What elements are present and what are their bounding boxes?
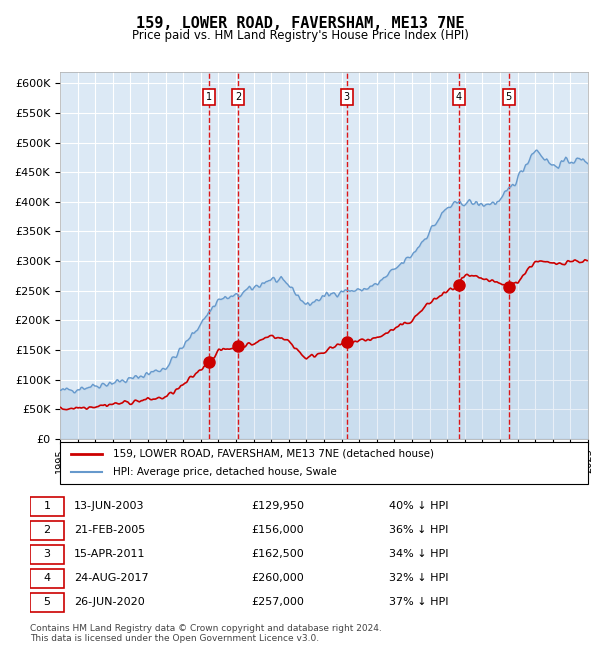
Text: 3: 3 — [344, 92, 350, 102]
Text: 15-APR-2011: 15-APR-2011 — [74, 549, 146, 559]
FancyBboxPatch shape — [30, 593, 64, 612]
Text: £260,000: £260,000 — [251, 573, 304, 583]
Text: 3: 3 — [44, 549, 50, 559]
Text: £129,950: £129,950 — [251, 501, 304, 511]
Text: HPI: Average price, detached house, Swale: HPI: Average price, detached house, Swal… — [113, 467, 337, 477]
FancyBboxPatch shape — [30, 521, 64, 540]
Text: 2: 2 — [235, 92, 241, 102]
Text: 159, LOWER ROAD, FAVERSHAM, ME13 7NE: 159, LOWER ROAD, FAVERSHAM, ME13 7NE — [136, 16, 464, 31]
Text: 32% ↓ HPI: 32% ↓ HPI — [389, 573, 448, 583]
Text: 5: 5 — [44, 597, 50, 607]
Text: 34% ↓ HPI: 34% ↓ HPI — [389, 549, 448, 559]
Text: 2: 2 — [44, 525, 50, 535]
Text: £162,500: £162,500 — [251, 549, 304, 559]
Text: 40% ↓ HPI: 40% ↓ HPI — [389, 501, 448, 511]
Text: 1: 1 — [44, 501, 50, 511]
Text: 36% ↓ HPI: 36% ↓ HPI — [389, 525, 448, 535]
FancyBboxPatch shape — [60, 442, 588, 484]
Text: 4: 4 — [455, 92, 462, 102]
Text: 13-JUN-2003: 13-JUN-2003 — [74, 501, 145, 511]
FancyBboxPatch shape — [30, 545, 64, 564]
Text: 37% ↓ HPI: 37% ↓ HPI — [389, 597, 448, 607]
FancyBboxPatch shape — [30, 497, 64, 516]
Text: 159, LOWER ROAD, FAVERSHAM, ME13 7NE (detached house): 159, LOWER ROAD, FAVERSHAM, ME13 7NE (de… — [113, 449, 434, 459]
Text: £156,000: £156,000 — [251, 525, 304, 535]
Text: 21-FEB-2005: 21-FEB-2005 — [74, 525, 145, 535]
Text: 5: 5 — [505, 92, 512, 102]
Text: Contains HM Land Registry data © Crown copyright and database right 2024.
This d: Contains HM Land Registry data © Crown c… — [30, 624, 382, 644]
Text: £257,000: £257,000 — [251, 597, 304, 607]
Text: 24-AUG-2017: 24-AUG-2017 — [74, 573, 149, 583]
Text: 1: 1 — [206, 92, 212, 102]
Text: Price paid vs. HM Land Registry's House Price Index (HPI): Price paid vs. HM Land Registry's House … — [131, 29, 469, 42]
Text: 4: 4 — [44, 573, 50, 583]
FancyBboxPatch shape — [30, 569, 64, 588]
Text: 26-JUN-2020: 26-JUN-2020 — [74, 597, 145, 607]
